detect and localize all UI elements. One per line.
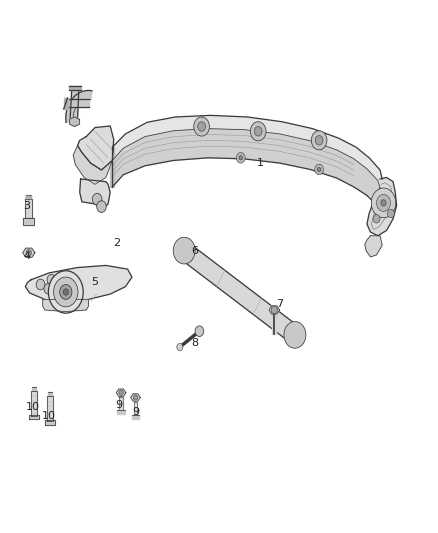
Circle shape (315, 164, 323, 175)
Polygon shape (64, 98, 67, 109)
Polygon shape (66, 100, 89, 108)
Text: 8: 8 (191, 338, 198, 349)
Polygon shape (66, 91, 92, 123)
Polygon shape (116, 389, 126, 397)
Circle shape (97, 201, 106, 213)
Polygon shape (23, 217, 34, 224)
Text: 6: 6 (191, 246, 198, 256)
Polygon shape (48, 392, 52, 396)
Circle shape (239, 156, 243, 160)
Polygon shape (70, 117, 79, 126)
Text: 9: 9 (115, 400, 123, 410)
Circle shape (177, 343, 183, 351)
Polygon shape (25, 199, 32, 217)
Polygon shape (269, 306, 279, 314)
Circle shape (63, 289, 68, 295)
Text: 5: 5 (92, 277, 99, 287)
Polygon shape (70, 87, 79, 119)
Polygon shape (29, 415, 39, 419)
Text: 7: 7 (276, 298, 283, 309)
Circle shape (311, 131, 327, 150)
Circle shape (53, 277, 78, 307)
Polygon shape (26, 195, 31, 199)
Polygon shape (180, 243, 299, 343)
Text: 10: 10 (26, 402, 40, 412)
Circle shape (388, 209, 394, 217)
Polygon shape (119, 397, 123, 413)
Circle shape (55, 280, 64, 291)
Circle shape (57, 272, 66, 282)
Circle shape (381, 200, 386, 206)
Circle shape (119, 390, 123, 395)
Circle shape (198, 122, 205, 131)
Polygon shape (117, 410, 125, 414)
Polygon shape (272, 316, 276, 334)
Text: 10: 10 (42, 411, 56, 421)
Polygon shape (113, 115, 382, 188)
Polygon shape (73, 139, 114, 184)
Polygon shape (47, 396, 53, 421)
Circle shape (377, 195, 391, 212)
Circle shape (271, 306, 277, 314)
Circle shape (195, 326, 204, 336)
Polygon shape (45, 420, 55, 424)
Circle shape (194, 117, 209, 136)
Circle shape (254, 126, 262, 136)
Polygon shape (23, 248, 35, 257)
Polygon shape (110, 147, 114, 187)
Circle shape (60, 285, 72, 300)
Circle shape (315, 135, 323, 145)
Circle shape (371, 188, 396, 217)
Polygon shape (69, 86, 81, 91)
Text: 3: 3 (23, 200, 30, 211)
Text: 2: 2 (113, 238, 120, 248)
Polygon shape (131, 415, 139, 419)
Polygon shape (43, 300, 88, 312)
Text: 4: 4 (23, 251, 30, 261)
Polygon shape (78, 126, 114, 170)
Circle shape (373, 215, 380, 223)
Text: 9: 9 (133, 407, 140, 417)
Circle shape (133, 395, 138, 400)
Circle shape (237, 152, 245, 163)
Circle shape (26, 249, 32, 256)
Circle shape (173, 237, 195, 264)
Polygon shape (31, 391, 37, 416)
Polygon shape (32, 387, 36, 391)
Polygon shape (80, 179, 110, 211)
Circle shape (251, 122, 266, 141)
Polygon shape (367, 177, 396, 236)
Circle shape (92, 193, 102, 205)
Text: 1: 1 (257, 158, 264, 168)
Circle shape (48, 271, 83, 313)
Polygon shape (365, 236, 382, 257)
Circle shape (284, 321, 306, 348)
Circle shape (36, 279, 45, 290)
Circle shape (44, 284, 53, 294)
Polygon shape (113, 128, 380, 214)
Polygon shape (134, 402, 137, 418)
Polygon shape (25, 265, 132, 303)
Polygon shape (131, 394, 140, 401)
Circle shape (318, 167, 321, 172)
Circle shape (47, 274, 56, 285)
